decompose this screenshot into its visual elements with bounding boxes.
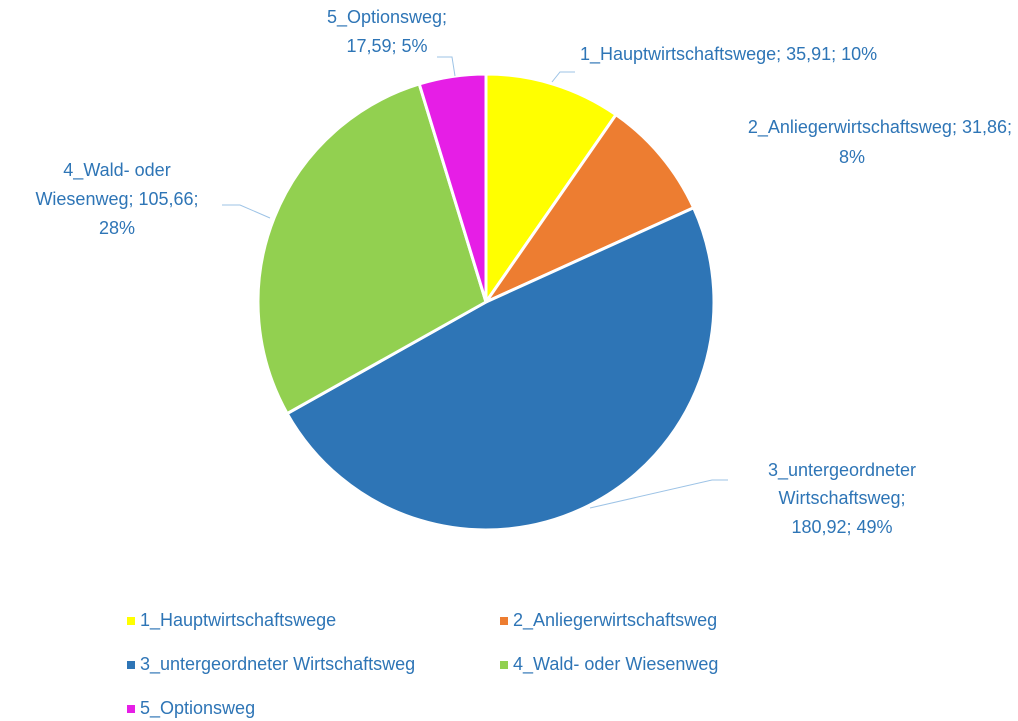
leader-line xyxy=(589,479,728,509)
pie-slice xyxy=(256,82,488,416)
leader-line xyxy=(437,56,456,77)
data-label: 17,59; 5% xyxy=(346,36,427,56)
data-label: 180,92; 49% xyxy=(791,517,892,537)
pie-slice xyxy=(417,72,488,303)
pie-slice xyxy=(484,72,619,307)
leader-line xyxy=(222,204,271,219)
data-label: 8% xyxy=(839,147,865,167)
legend-label: 4_Wald- oder Wiesenweg xyxy=(513,654,718,675)
legend-label: 3_untergeordneter Wirtschaftsweg xyxy=(140,654,415,675)
data-label: Wirtschaftsweg; xyxy=(778,488,905,508)
legend-label: 1_Hauptwirtschaftswege xyxy=(140,610,336,631)
leader-line xyxy=(551,71,575,83)
legend-swatch xyxy=(127,705,135,713)
legend-swatch xyxy=(127,661,135,669)
legend-swatch xyxy=(127,617,135,625)
data-label: 5_Optionsweg; xyxy=(327,7,447,28)
data-label: 2_Anliegerwirtschaftsweg; 31,86; xyxy=(748,117,1012,138)
legend-label: 5_Optionsweg xyxy=(140,698,255,719)
data-label: 3_untergeordneter xyxy=(768,460,916,481)
data-label: 28% xyxy=(99,218,135,238)
pie-slice xyxy=(285,205,716,532)
legend-swatch xyxy=(500,661,508,669)
pie-slice xyxy=(481,112,696,306)
legend-label: 2_Anliegerwirtschaftsweg xyxy=(513,610,717,631)
data-label: Wiesenweg; 105,66; xyxy=(35,189,198,209)
data-label: 4_Wald- oder xyxy=(63,160,170,181)
legend-swatch xyxy=(500,617,508,625)
data-label: 1_Hauptwirtschaftswege; 35,91; 10% xyxy=(580,44,877,65)
